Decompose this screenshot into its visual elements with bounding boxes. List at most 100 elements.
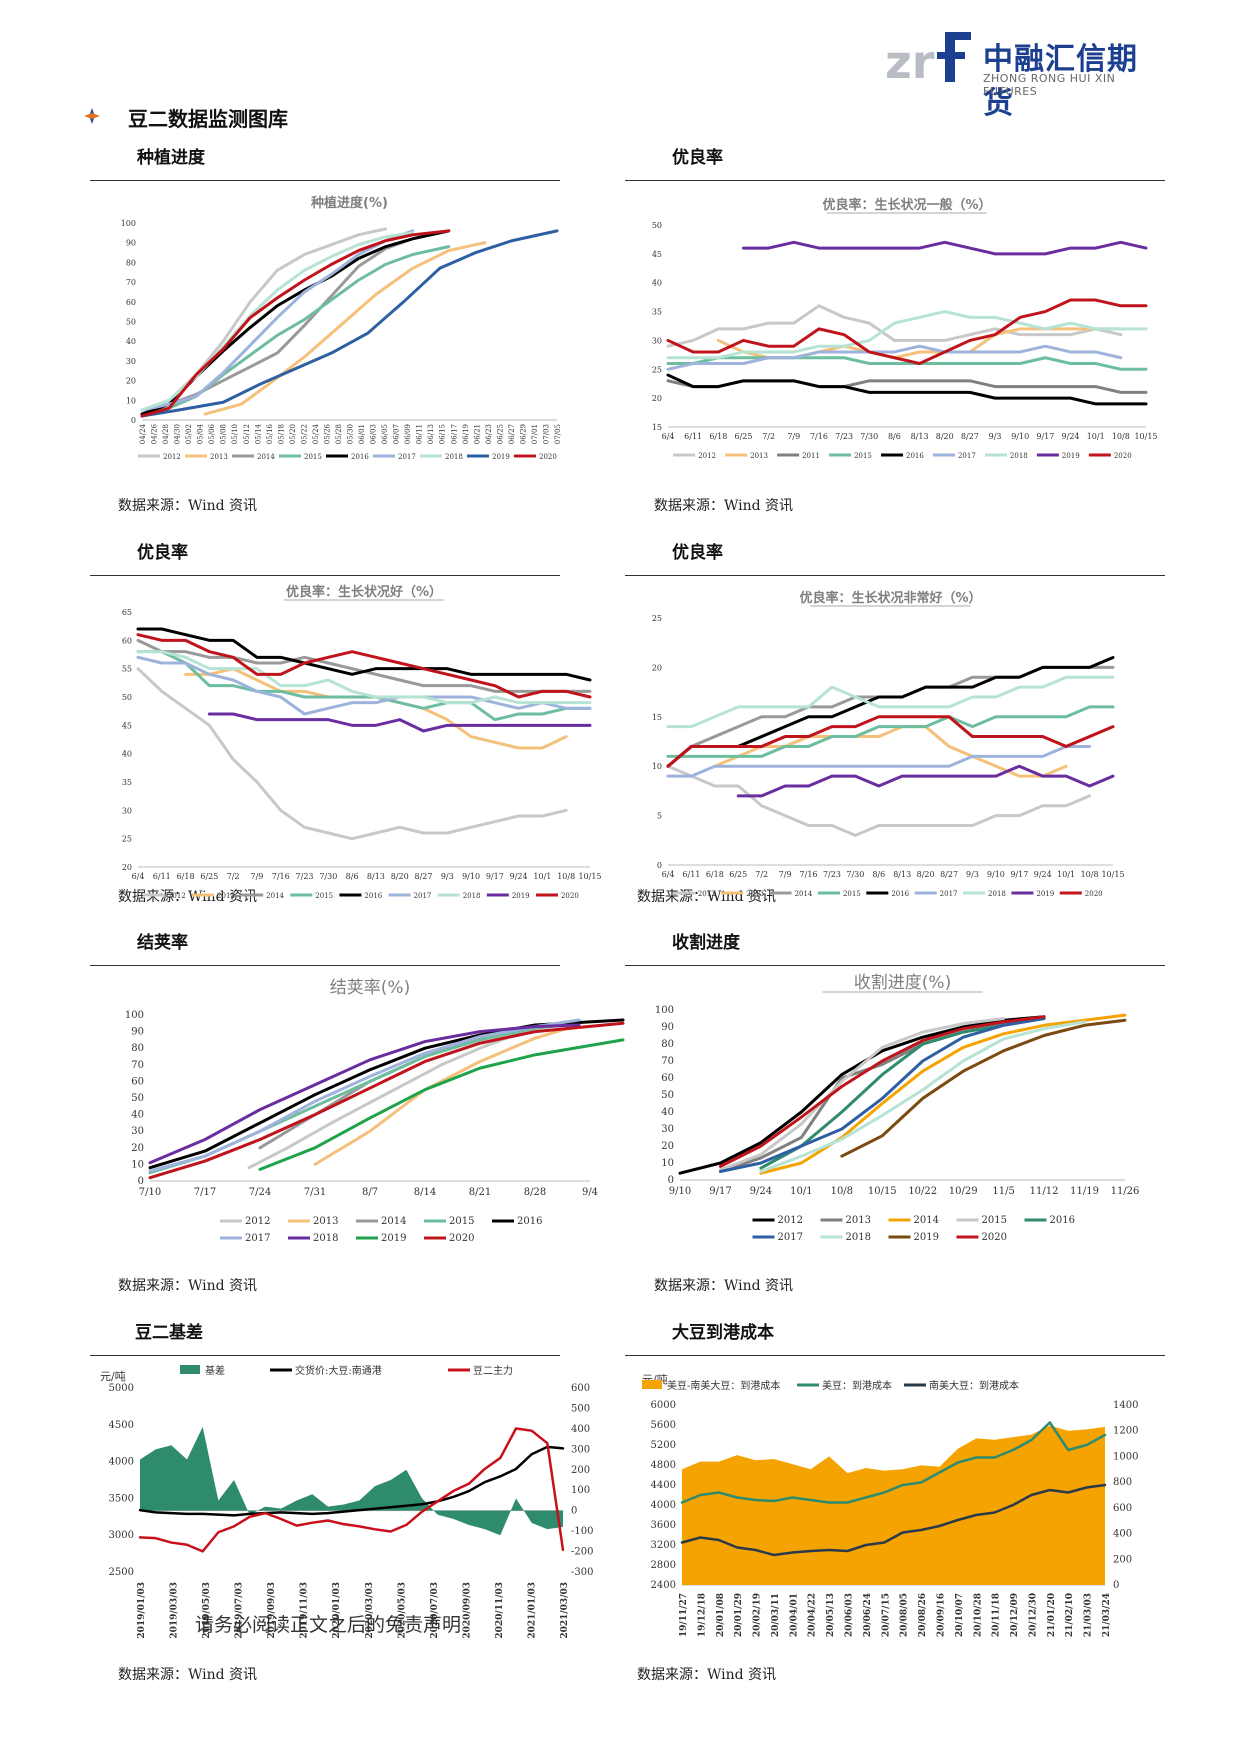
chart-svg: 优良率：生长状况好（%） 20 25 30 35 40 45 50 55 60 65 6/4 6/11 6… bbox=[122, 584, 602, 900]
legend-label: 2020 bbox=[449, 1233, 474, 1244]
legend-label: 2019 bbox=[492, 453, 510, 461]
x-tick-label: 20/07/15 bbox=[881, 1593, 891, 1637]
legend-item: 2012 bbox=[752, 1215, 803, 1226]
y2-tick-label: 300 bbox=[571, 1444, 590, 1455]
x-tick-label: 8/27 bbox=[414, 872, 432, 881]
y-tick-label: 30 bbox=[661, 1124, 674, 1135]
x-tick-label: 19/11/27 bbox=[679, 1593, 689, 1637]
x-tick-label: 05/30 bbox=[347, 424, 355, 444]
y-tick-label: 100 bbox=[125, 1010, 144, 1021]
legend-label: 2017 bbox=[398, 453, 416, 461]
x-tick-label: 06/13 bbox=[427, 424, 435, 444]
chart-svg: 优良率：生长状况一般（%） 15 20 25 30 35 40 45 50 6/4 6/11 6/18… bbox=[652, 197, 1158, 460]
y-tick-label: 40 bbox=[661, 1107, 674, 1118]
x-tick-label: 9/10 bbox=[462, 872, 480, 881]
x-tick-label: 11/5 bbox=[992, 1186, 1014, 1197]
legend-item: 2018 bbox=[820, 1232, 871, 1243]
legend-item: 2020 bbox=[535, 892, 579, 900]
legend-label: 2015 bbox=[315, 892, 333, 900]
x-tick-label: 05/16 bbox=[266, 423, 274, 444]
legend-item: 2018 bbox=[420, 453, 463, 461]
x-tick-label: 10/8 bbox=[831, 1186, 853, 1197]
y-tick-label: 6000 bbox=[651, 1400, 676, 1411]
x-tick-label: 04/24 bbox=[139, 423, 147, 444]
y2-tick-label: 600 bbox=[571, 1383, 590, 1394]
x-tick-label: 05/22 bbox=[300, 424, 308, 444]
series-line-2017 bbox=[136, 655, 592, 716]
x-tick-label: 20/11/18 bbox=[992, 1593, 1002, 1637]
section-divider bbox=[625, 965, 1165, 966]
y-tick-label: 20 bbox=[661, 1141, 674, 1152]
legend-label: 2012 bbox=[245, 1216, 270, 1227]
x-tick-label: 9/10 bbox=[1011, 432, 1029, 441]
y-tick-label: 35 bbox=[652, 308, 662, 317]
legend-item: 2018 bbox=[984, 452, 1028, 460]
y-tick-label: 40 bbox=[131, 1110, 144, 1121]
legend-label: 2016 bbox=[891, 890, 909, 898]
series-line-2015 bbox=[718, 1017, 1006, 1172]
legend-label: 2020 bbox=[1085, 890, 1103, 898]
x-tick-label: 2021/03/03 bbox=[560, 1582, 570, 1639]
x-tick-label: 10/1 bbox=[790, 1186, 812, 1197]
series-line-2012 bbox=[666, 764, 1092, 837]
legend-label: 美豆：到港成本 bbox=[822, 1379, 892, 1392]
x-tick-label: 06/09 bbox=[404, 424, 412, 444]
legend-item: 2014 bbox=[232, 453, 275, 461]
legend-item: 2016 bbox=[326, 453, 369, 461]
data-source-note: 数据来源：Wind 资讯 bbox=[654, 1278, 794, 1294]
legend-label: 2019 bbox=[1036, 890, 1054, 898]
legend-item: 2020 bbox=[514, 453, 557, 461]
legend-item: 2015 bbox=[956, 1215, 1007, 1226]
x-tick-label: 20/12/09 bbox=[1010, 1593, 1020, 1637]
x-tick-label: 6/18 bbox=[177, 872, 195, 881]
x-tick-label: 20/06/24 bbox=[863, 1593, 873, 1637]
legend-item: 2014 bbox=[356, 1216, 406, 1227]
legend-item: 南美大豆：到港成本 bbox=[904, 1379, 1019, 1392]
x-tick-label: 8/27 bbox=[961, 432, 979, 441]
y-tick-label: 3200 bbox=[651, 1540, 676, 1551]
x-tick-label: 6/4 bbox=[662, 432, 675, 441]
y-tick-label: 30 bbox=[131, 1126, 144, 1137]
x-tick-label: 05/28 bbox=[335, 424, 343, 444]
y-tick-label: 70 bbox=[131, 1060, 144, 1071]
series-line-2014 bbox=[759, 1013, 1127, 1175]
x-tick-label: 7/9 bbox=[787, 432, 800, 441]
data-source-note: 数据来源：Wind 资讯 bbox=[118, 889, 258, 905]
chart-svg: 收割进度(%) 0 10 20 30 40 50 60 70 80 90 100 9/10 9/17 9/2… bbox=[655, 973, 1140, 1243]
y-tick-label: 0 bbox=[668, 1175, 674, 1186]
series-line-2018 bbox=[148, 1023, 581, 1165]
chart-3: 优良率：生长状况好（%） 20 25 30 35 40 45 50 55 60 65 6/4 6/11 6… bbox=[100, 570, 610, 900]
legend-item: 豆二主力 bbox=[448, 1364, 513, 1377]
x-tick-label: 7/23 bbox=[835, 432, 853, 441]
x-tick-label: 20/12/30 bbox=[1028, 1593, 1038, 1637]
legend-label: 2014 bbox=[257, 453, 275, 461]
x-tick-label: 9/4 bbox=[582, 1187, 598, 1198]
legend-item: 2019 bbox=[356, 1233, 406, 1244]
legend-item: 2013 bbox=[820, 1215, 871, 1226]
legend-item: 2016 bbox=[866, 890, 910, 898]
series-line-2019 bbox=[140, 229, 559, 418]
y-tick-label: 4000 bbox=[109, 1457, 134, 1468]
x-tick-label: 05/14 bbox=[254, 423, 262, 444]
x-tick-label: 05/26 bbox=[323, 423, 331, 444]
legend-item: 2012 bbox=[138, 453, 181, 461]
y-tick-label: 60 bbox=[131, 1076, 144, 1087]
legend-label: 2013 bbox=[217, 892, 235, 900]
x-tick-label: 8/13 bbox=[893, 870, 911, 879]
y-tick-label: 0 bbox=[138, 1176, 144, 1187]
x-tick-label: 8/14 bbox=[414, 1187, 436, 1198]
legend-label: 2019 bbox=[512, 892, 530, 900]
legend-item: 2020 bbox=[424, 1233, 474, 1244]
x-tick-label: 7/2 bbox=[762, 432, 775, 441]
series-line-2016 bbox=[136, 627, 592, 682]
y-tick-label: 30 bbox=[122, 806, 132, 815]
x-tick-label: 9/17 bbox=[1036, 432, 1054, 441]
section-divider bbox=[90, 575, 560, 576]
chart-6: 收割进度(%) 0 10 20 30 40 50 60 70 80 90 100 9/10 9/17 9/2… bbox=[630, 960, 1140, 1250]
x-tick-label: 05/04 bbox=[197, 423, 205, 444]
legend-label: 2013 bbox=[846, 1215, 871, 1226]
series-line-美豆：到港成本 bbox=[680, 1421, 1107, 1504]
y-tick-label: 45 bbox=[122, 721, 132, 730]
series-line-南美大豆：到港成本 bbox=[680, 1483, 1107, 1557]
y-tick-label: 5600 bbox=[651, 1420, 676, 1431]
